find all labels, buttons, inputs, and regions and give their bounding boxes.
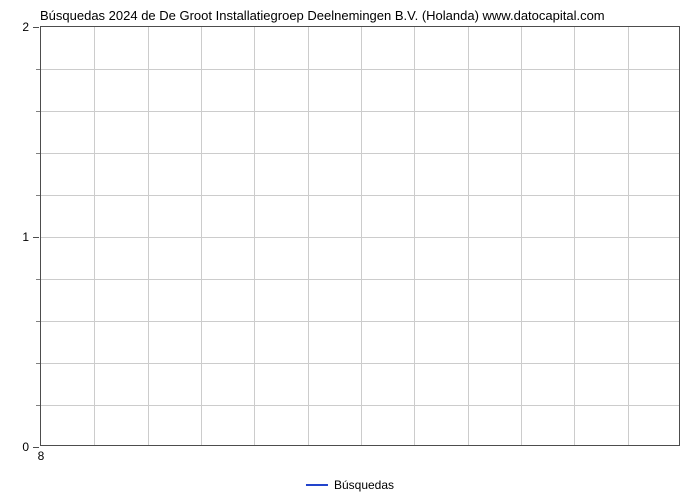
y-axis-tick-label: 2 [22,20,29,34]
grid-line-horizontal-minor [41,363,679,364]
grid-line-horizontal-minor [41,69,679,70]
grid-line-vertical [361,27,362,445]
grid-line-horizontal-minor [41,111,679,112]
y-axis-minor-tick [36,69,40,70]
grid-line-horizontal-minor [41,405,679,406]
chart-legend: Búsquedas [306,478,394,492]
chart-title: Búsquedas 2024 de De Groot Installatiegr… [40,8,605,23]
x-axis-tick-label: 8 [38,449,45,463]
y-axis-tick [33,27,39,28]
grid-line-vertical [94,27,95,445]
grid-line-vertical [201,27,202,445]
y-axis-tick-label: 1 [22,230,29,244]
legend-label: Búsquedas [334,478,394,492]
grid-line-vertical [574,27,575,445]
legend-line-icon [306,484,328,486]
y-axis-minor-tick [36,405,40,406]
grid-line-vertical [628,27,629,445]
grid-line-vertical [148,27,149,445]
grid-line-vertical [308,27,309,445]
grid-line-horizontal-minor [41,279,679,280]
y-axis-tick [33,447,39,448]
grid-line-horizontal-minor [41,195,679,196]
y-axis-tick [33,237,39,238]
y-axis-minor-tick [36,153,40,154]
grid-line-vertical [414,27,415,445]
grid-line-horizontal-minor [41,153,679,154]
y-axis-minor-tick [36,279,40,280]
y-axis-minor-tick [36,111,40,112]
y-axis-minor-tick [36,195,40,196]
y-axis-tick-label: 0 [22,440,29,454]
grid-line-horizontal [41,237,679,238]
chart-plot-area: 0128 [40,26,680,446]
grid-line-vertical [254,27,255,445]
y-axis-minor-tick [36,321,40,322]
grid-line-vertical [468,27,469,445]
grid-line-vertical [521,27,522,445]
grid-line-horizontal-minor [41,321,679,322]
y-axis-minor-tick [36,363,40,364]
